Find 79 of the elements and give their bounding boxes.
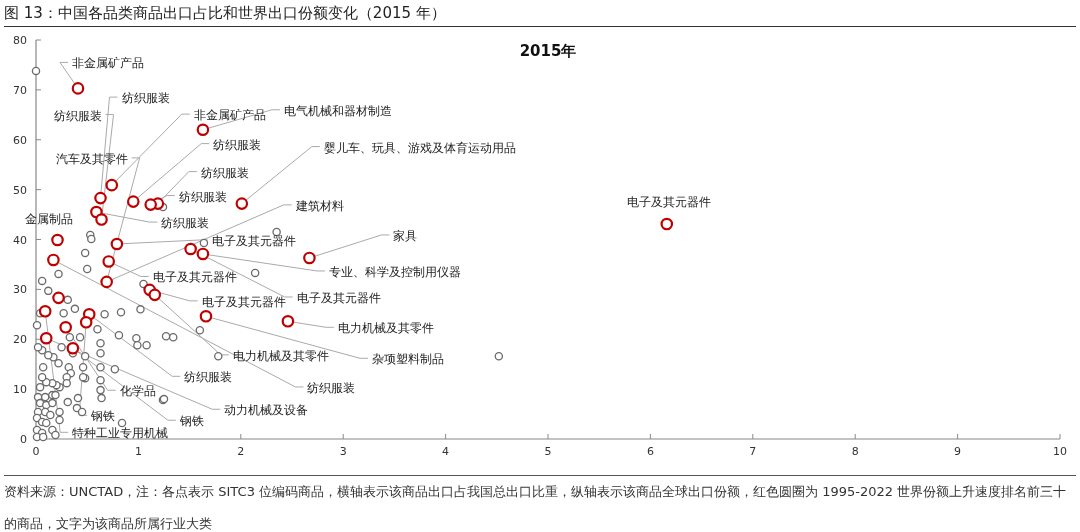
point — [303, 251, 316, 265]
point — [144, 198, 157, 211]
annotation: 婴儿车、玩具、游戏及体育运动用品 — [323, 140, 516, 155]
point — [196, 123, 210, 137]
x-tick-label: 9 — [954, 445, 962, 458]
annotation: 纺织服装 — [161, 216, 210, 231]
x-tick-label: 1 — [134, 445, 142, 458]
annotation: 杂项塑料制品 — [371, 352, 444, 367]
x-tick-label: 7 — [749, 445, 757, 458]
annotation: 汽车及其零件 — [55, 151, 128, 166]
annotation: 化学品 — [119, 384, 156, 399]
annotation: 钢铁 — [178, 414, 204, 429]
text: 资料来源：UNCTAD，注：各点表示 SITC3 位编码商品，横轴表示该商品出口占我国总出口比重，纵轴表示该商品全球出口份额，红色圆圈为 1995-2022 世界份额上升速度排名前三十的商品，文字为该商品所属行业大类 — [4, 484, 1067, 531]
point — [105, 178, 119, 192]
point — [199, 310, 213, 323]
y-tick-label: 60 — [13, 133, 27, 147]
y-tick-label: 10 — [13, 383, 27, 397]
y-tick-label: 20 — [13, 333, 27, 347]
x-tick-label: 3 — [339, 445, 347, 458]
annotation: 电子及其元器件 — [201, 294, 286, 309]
point — [126, 195, 140, 208]
annotation: 钢铁 — [90, 409, 116, 424]
annotation: 动力机械及设备 — [224, 403, 309, 418]
y-tick-label: 30 — [13, 283, 27, 297]
chart-subtitle: 2015年 — [519, 42, 577, 60]
y-tick-label: 80 — [13, 34, 27, 47]
point — [148, 288, 162, 302]
annotation: 电子及其元器件 — [152, 270, 237, 285]
point — [94, 191, 107, 205]
annotation: 纺织服装 — [121, 91, 170, 106]
annotation: 非金属矿产品 — [193, 108, 266, 123]
x-tick-label: 6 — [646, 445, 654, 458]
annotation: 电力机械及其零件 — [232, 348, 329, 363]
annotation: 电子及其元器件 — [211, 233, 296, 248]
annotation: 专业、科学及控制用仪器 — [328, 264, 461, 279]
annotation: 电气机械和器材制造 — [283, 103, 392, 118]
point — [281, 315, 295, 328]
point — [66, 341, 80, 355]
annotation: 纺织服装 — [213, 137, 262, 152]
annotation: 电子及其元器件 — [296, 290, 381, 305]
point — [196, 247, 210, 261]
point — [71, 82, 85, 95]
x-tick-label: 10 — [1053, 445, 1067, 458]
point — [59, 320, 72, 334]
annotation: 纺织服装 — [184, 370, 233, 385]
point — [235, 197, 249, 210]
y-tick-label: 50 — [13, 183, 27, 197]
x-tick-label: 5 — [544, 445, 552, 458]
annotation: 纺织服装 — [200, 165, 249, 180]
annotation: 金属制品 — [24, 212, 73, 226]
y-tick-label: 40 — [13, 233, 27, 247]
point — [95, 213, 108, 226]
point — [52, 291, 65, 305]
point — [100, 275, 113, 289]
chart-title: 图 13：中国各品类商品出口占比和世界出口份额变化（2015 年） — [4, 4, 1076, 27]
annotation: 特种工业专用机械 — [72, 426, 169, 441]
point — [102, 255, 115, 268]
x-tick-label: 0 — [32, 445, 40, 458]
annotation: 纺织服装 — [178, 189, 227, 204]
point — [79, 315, 93, 329]
annotation: 电子及其元器件 — [626, 195, 711, 210]
point — [47, 253, 60, 267]
x-tick-label: 2 — [237, 445, 245, 458]
point — [39, 331, 53, 345]
annotation: 电力机械及其零件 — [337, 321, 434, 336]
point — [660, 217, 674, 231]
point — [110, 237, 124, 251]
point — [38, 305, 52, 318]
annotation: 家具 — [393, 228, 418, 243]
y-tick-label: 70 — [13, 83, 27, 97]
annotation: 纺织服装 — [53, 108, 102, 123]
annotation: 纺织服装 — [307, 380, 356, 395]
annotation: 非金属矿产品 — [71, 56, 144, 71]
y-tick-label: 0 — [20, 433, 27, 446]
point — [184, 242, 197, 256]
point — [51, 233, 64, 247]
x-tick-label: 8 — [851, 445, 859, 458]
x-tick-label: 4 — [442, 445, 450, 458]
annotation: 建筑材料 — [294, 198, 344, 213]
